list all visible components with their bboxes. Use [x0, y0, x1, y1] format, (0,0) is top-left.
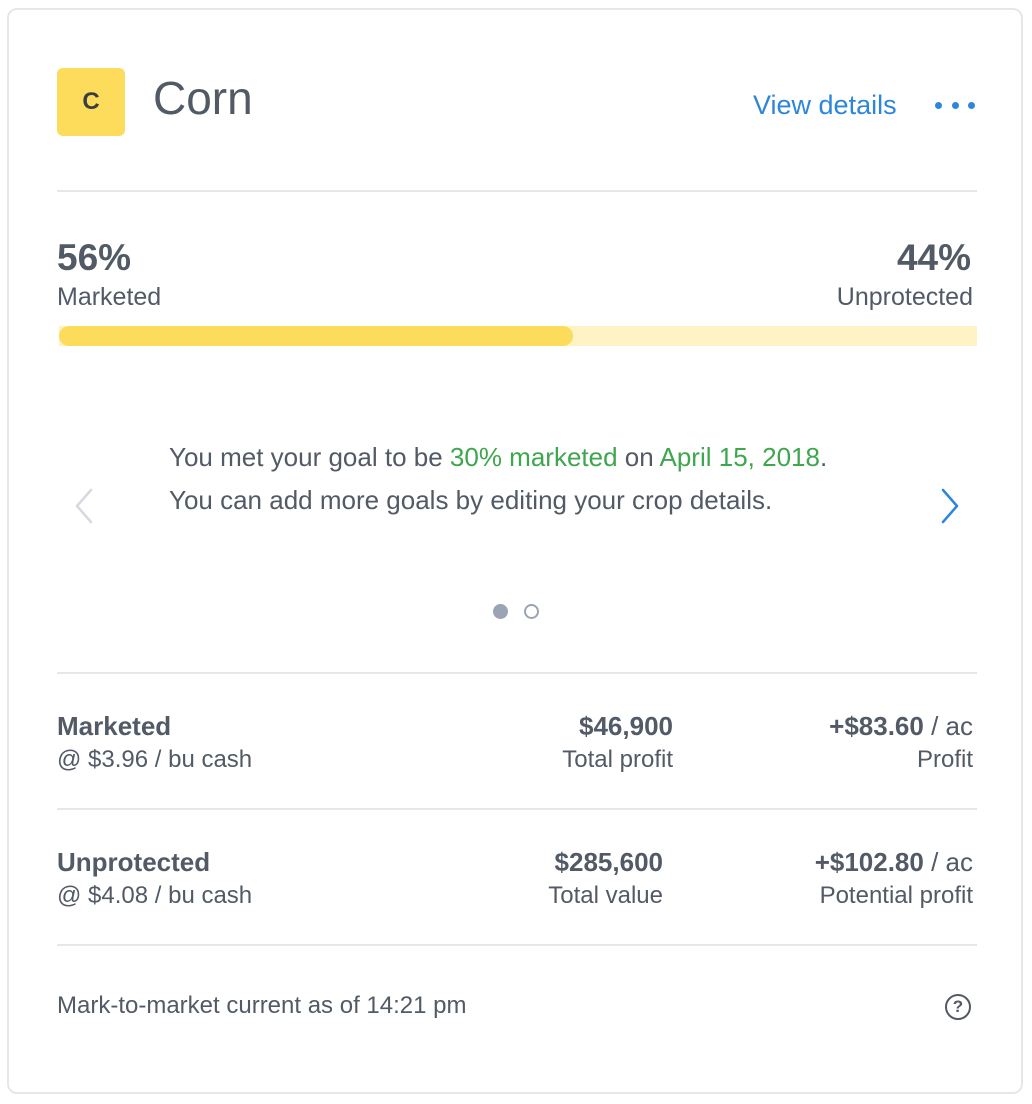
- crop-title: Corn: [153, 72, 253, 124]
- view-details-link[interactable]: View details: [753, 90, 897, 120]
- goal-percent-highlight: 30% marketed: [449, 442, 618, 472]
- marketed-percent: 56%: [57, 237, 132, 278]
- ellipsis-dot: [935, 101, 942, 109]
- carousel-dot-1[interactable]: [493, 604, 508, 619]
- marketed-profit-per-acre-label: Profit: [916, 746, 973, 773]
- marketed-row-price: @ $3.96 / bu cash: [57, 746, 253, 773]
- goal-date-highlight: April 15, 2018: [659, 442, 820, 472]
- mark-to-market-timestamp: Mark-to-market current as of 14:21 pm: [57, 992, 467, 1019]
- unprotected-total-value: $285,600: [554, 847, 663, 877]
- carousel-dot-2[interactable]: [524, 604, 539, 619]
- per-acre-unit: / ac: [923, 711, 973, 741]
- marketed-progress-fill: [59, 326, 574, 346]
- help-glyph: ?: [952, 997, 964, 1016]
- crop-badge-letter: C: [82, 88, 100, 115]
- unprotected-profit-per-acre-value: +$102.80: [814, 847, 924, 877]
- chevron-right-icon[interactable]: [935, 484, 965, 528]
- crop-card: C Corn View details 56% Marketed 44% Unp…: [7, 8, 1023, 1094]
- per-acre-unit: / ac: [923, 847, 973, 877]
- marketed-label: Marketed: [57, 283, 162, 311]
- marketed-row-title: Marketed: [57, 711, 172, 741]
- marketed-total-profit-label: Total profit: [562, 746, 673, 773]
- goal-message-text: You met your goal to be: [169, 442, 450, 472]
- section-divider: [57, 672, 977, 674]
- crop-badge: C: [57, 68, 125, 136]
- unprotected-total-value-label: Total value: [548, 882, 663, 909]
- goal-message-text: . You can add more goals by editing your…: [169, 442, 828, 515]
- ellipsis-dot: [968, 101, 975, 109]
- unprotected-potential-profit-label: Potential profit: [819, 882, 973, 909]
- ellipsis-dot: [951, 101, 959, 109]
- marketed-progress-bar: [59, 326, 977, 346]
- question-circle-icon[interactable]: ?: [945, 994, 971, 1020]
- chevron-left-icon[interactable]: [69, 484, 99, 528]
- unprotected-row-price: @ $4.08 / bu cash: [57, 882, 253, 909]
- row-divider: [57, 808, 977, 810]
- carousel-pagination: [493, 604, 539, 619]
- unprotected-row-title: Unprotected: [57, 847, 211, 877]
- ellipsis-icon[interactable]: [935, 90, 975, 120]
- marketed-total-profit: $46,900: [579, 711, 673, 741]
- unprotected-label: Unprotected: [836, 283, 973, 311]
- header-divider: [57, 190, 977, 192]
- unprotected-percent: 44%: [896, 237, 971, 278]
- unprotected-profit-per-acre: +$102.80 / ac: [815, 846, 973, 878]
- goal-message: You met your goal to be 30% marketed on …: [169, 436, 859, 522]
- marketed-profit-per-acre: +$83.60 / ac: [829, 710, 973, 742]
- goal-message-text: on: [617, 442, 660, 472]
- footer-divider: [57, 944, 977, 946]
- marketed-profit-per-acre-value: +$83.60: [829, 711, 924, 741]
